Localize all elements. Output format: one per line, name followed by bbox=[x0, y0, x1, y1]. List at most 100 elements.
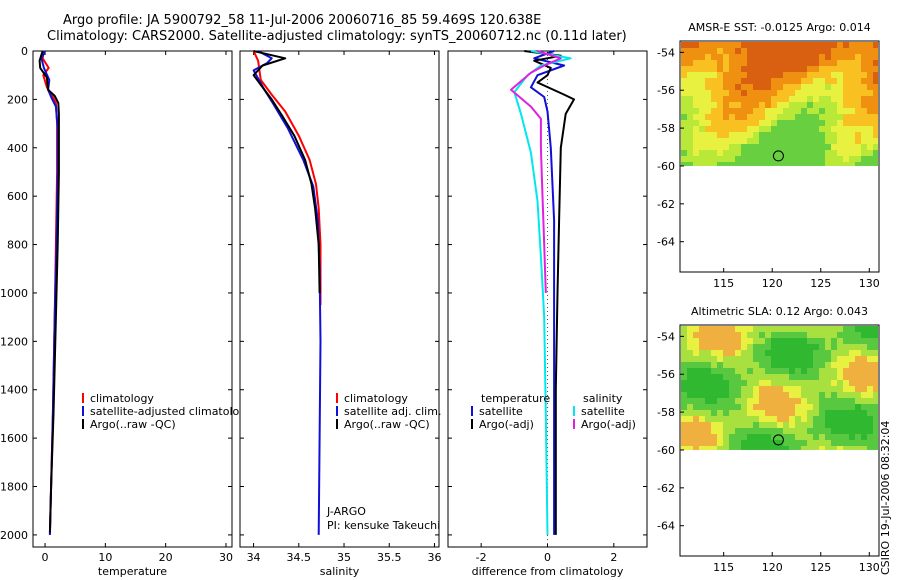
map-field-cell bbox=[867, 416, 873, 422]
map-field-cell bbox=[687, 410, 693, 416]
map-field-cell bbox=[705, 446, 711, 450]
map-field-cell bbox=[681, 350, 687, 356]
map-field-cell bbox=[837, 150, 843, 156]
map-field-cell bbox=[687, 138, 693, 144]
map-field-cell bbox=[777, 162, 783, 166]
map-field-cell bbox=[867, 410, 873, 416]
map-field-cell bbox=[741, 114, 747, 120]
map-field-cell bbox=[837, 416, 843, 422]
map-field-cell bbox=[741, 156, 747, 162]
map-field-cell bbox=[795, 72, 801, 78]
map-field-cell bbox=[735, 332, 741, 338]
salinity-series-line bbox=[252, 50, 322, 305]
map-field-cell bbox=[735, 156, 741, 162]
map-field-cell bbox=[873, 362, 878, 368]
map-field-cell bbox=[687, 120, 693, 126]
map-field-cell bbox=[711, 162, 717, 166]
map-field-cell bbox=[747, 398, 753, 404]
map-field-cell bbox=[867, 434, 873, 440]
map-field-cell bbox=[699, 374, 705, 380]
difference-series-line bbox=[524, 50, 575, 535]
map-field-cell bbox=[849, 42, 855, 48]
map-field-cell bbox=[831, 162, 837, 166]
map-field-cell bbox=[681, 48, 687, 54]
map-field-cell bbox=[741, 120, 747, 126]
map-field-cell bbox=[807, 380, 813, 386]
map-field-cell bbox=[735, 42, 741, 48]
map-field-cell bbox=[735, 362, 741, 368]
map-field-cell bbox=[867, 144, 873, 150]
map-field-cell bbox=[753, 338, 759, 344]
map-field-cell bbox=[759, 380, 765, 386]
map-field-cell bbox=[735, 60, 741, 66]
map-field-cell bbox=[825, 78, 831, 84]
map-field-cell bbox=[831, 138, 837, 144]
map-field-cell bbox=[681, 356, 687, 362]
map-field-cell bbox=[699, 332, 705, 338]
map-field-cell bbox=[843, 138, 849, 144]
map-field-cell bbox=[723, 446, 729, 450]
map-field-cell bbox=[789, 446, 795, 450]
map-field-cell bbox=[849, 66, 855, 72]
map-field-cell bbox=[825, 84, 831, 90]
map-field-cell bbox=[867, 84, 873, 90]
map-field-cell bbox=[771, 332, 777, 338]
map-field-cell bbox=[711, 150, 717, 156]
map-field-cell bbox=[711, 108, 717, 114]
map-field-cell bbox=[831, 156, 837, 162]
map-field-cell bbox=[753, 380, 759, 386]
map-field-cell bbox=[729, 54, 735, 60]
map-field-cell bbox=[789, 338, 795, 344]
map-field-cell bbox=[753, 60, 759, 66]
map-field-cell bbox=[747, 144, 753, 150]
map-field-cell bbox=[783, 162, 789, 166]
map-field-cell bbox=[729, 48, 735, 54]
map-field-cell bbox=[867, 386, 873, 392]
map-field-cell bbox=[855, 422, 861, 428]
map-field-cell bbox=[777, 338, 783, 344]
map-field-cell bbox=[747, 422, 753, 428]
map-field-cell bbox=[825, 108, 831, 114]
map-field-cell bbox=[687, 102, 693, 108]
map-field-cell bbox=[681, 162, 687, 166]
map-field-cell bbox=[687, 374, 693, 380]
map-field-cell bbox=[801, 362, 807, 368]
map-field-cell bbox=[729, 368, 735, 374]
map-field-cell bbox=[765, 96, 771, 102]
map-field-cell bbox=[849, 374, 855, 380]
map-field-cell bbox=[861, 350, 867, 356]
difference-series-line bbox=[529, 50, 566, 535]
map-field-cell bbox=[723, 120, 729, 126]
map-field-cell bbox=[729, 102, 735, 108]
map-field-cell bbox=[807, 150, 813, 156]
map-field-cell bbox=[687, 66, 693, 72]
map-field-cell bbox=[753, 96, 759, 102]
map-field-cell bbox=[771, 54, 777, 60]
temperature-ytick-label: 1400 bbox=[0, 384, 28, 397]
map-field-cell bbox=[843, 428, 849, 434]
map-field-cell bbox=[807, 422, 813, 428]
map-field-cell bbox=[681, 60, 687, 66]
map-field-cell bbox=[855, 126, 861, 132]
map-field-cell bbox=[789, 144, 795, 150]
map-field-cell bbox=[783, 398, 789, 404]
map-field-cell bbox=[711, 138, 717, 144]
map-field-cell bbox=[831, 392, 837, 398]
map-field-cell bbox=[807, 416, 813, 422]
map-field-cell bbox=[759, 54, 765, 60]
map-field-cell bbox=[765, 138, 771, 144]
map-field-cell bbox=[813, 344, 819, 350]
map-field-cell bbox=[849, 84, 855, 90]
map-field-cell bbox=[843, 120, 849, 126]
map-field-cell bbox=[807, 356, 813, 362]
map-field-cell bbox=[735, 120, 741, 126]
map-field-cell bbox=[849, 368, 855, 374]
map-field-cell bbox=[855, 416, 861, 422]
map-field-cell bbox=[711, 102, 717, 108]
map-field-cell bbox=[873, 138, 878, 144]
map-field-cell bbox=[831, 410, 837, 416]
map-field-cell bbox=[687, 434, 693, 440]
map-field-cell bbox=[717, 422, 723, 428]
map-field-cell bbox=[687, 156, 693, 162]
map-field-cell bbox=[801, 410, 807, 416]
